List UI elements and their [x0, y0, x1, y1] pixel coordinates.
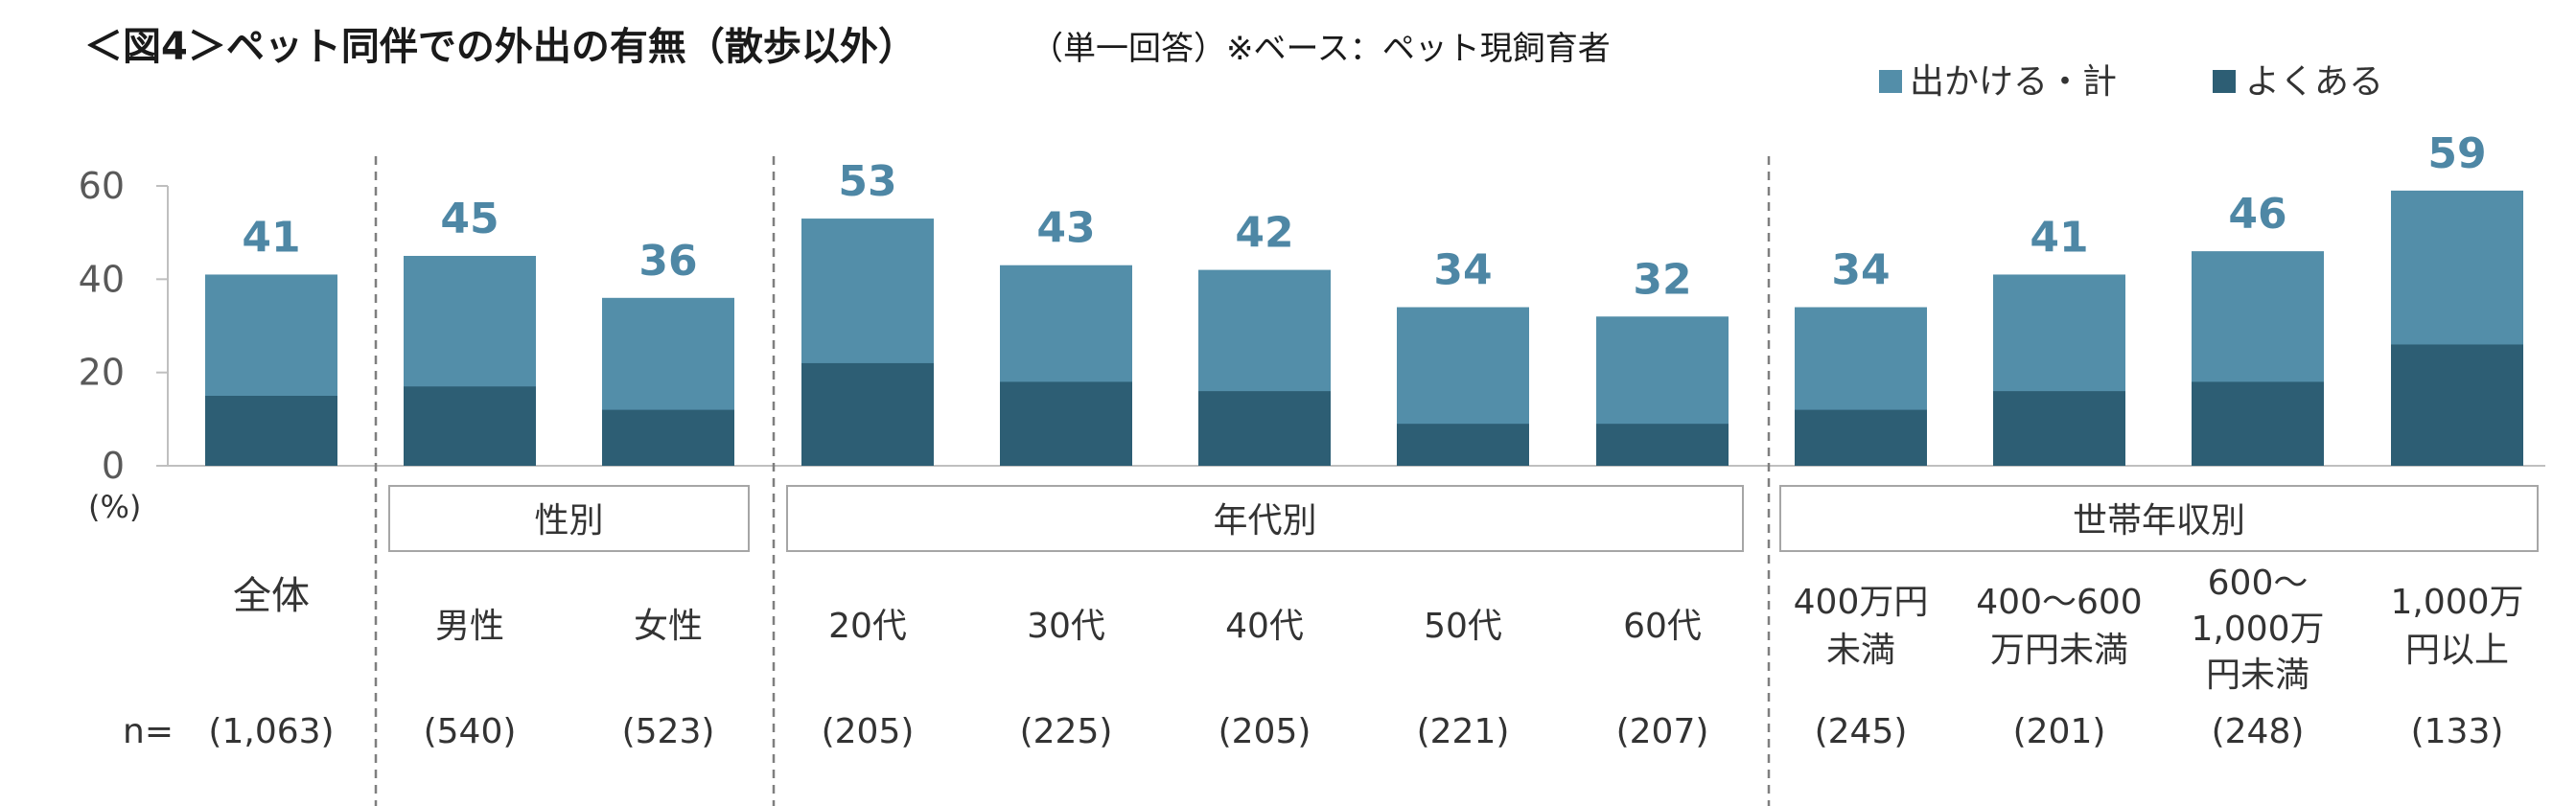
bar-value-label: 41: [242, 213, 300, 262]
category-label: 男性: [435, 607, 504, 646]
group-label: 世帯年収別: [2073, 501, 2245, 541]
bar-value-label: 32: [1633, 255, 1691, 304]
n-count-label: (205): [822, 712, 915, 751]
bar-often: [1198, 391, 1331, 466]
bar-often: [1993, 391, 2125, 466]
n-count-label: (523): [622, 712, 715, 751]
group-box: [786, 485, 1744, 552]
bar-often: [602, 409, 734, 466]
n-count-label: (201): [2013, 712, 2106, 751]
n-count-label: (245): [1815, 712, 1908, 751]
bar-value-label: 53: [838, 157, 896, 206]
bar-value-label: 42: [1235, 209, 1293, 258]
category-label: 400～600 万円未満: [1976, 583, 2142, 670]
category-label: 400万円未満: [1794, 583, 1929, 670]
n-count-label: (133): [2411, 712, 2504, 751]
bars: 41 45 36 53 43 42 34 32 34 41 46 59: [205, 129, 2523, 467]
bar-value-label: 45: [440, 195, 499, 243]
legend-label-often: よくある: [2245, 62, 2383, 102]
bar-often: [2391, 344, 2523, 466]
bar-often: [205, 396, 337, 466]
y-tick-label: 60: [79, 165, 125, 207]
legend-swatch-often: [2213, 70, 2236, 93]
bar-value-label: 41: [2030, 213, 2088, 262]
bar-value-label: 36: [638, 237, 697, 286]
category-label: 40代: [1225, 607, 1304, 646]
y-axis-unit: (%): [88, 489, 141, 525]
group-box: [1779, 485, 2539, 552]
group-box: [388, 485, 750, 552]
bar-often: [1596, 424, 1729, 466]
category-label: 30代: [1027, 607, 1105, 646]
y-tick-label: 0: [102, 445, 125, 487]
bar-value-label: 34: [1831, 246, 1890, 295]
category-label: 50代: [1424, 607, 1502, 646]
legend: 出かける・計 よくある: [1879, 62, 2383, 102]
bar-often: [801, 362, 934, 466]
n-count-label: (1,063): [208, 712, 334, 751]
bar-often: [1000, 381, 1132, 466]
bar-often: [1397, 424, 1529, 466]
n-count-label: (205): [1218, 712, 1311, 751]
bar-value-label: 59: [2427, 129, 2486, 178]
y-tick-label: 40: [79, 258, 125, 300]
axes: 0 20 40 60 性別 年代別 世帯年収別: [79, 156, 2545, 806]
bar-often: [2192, 381, 2324, 466]
bar-value-label: 43: [1036, 204, 1095, 253]
y-tick-label: 20: [79, 352, 125, 394]
bar-value-label: 34: [1433, 246, 1492, 295]
category-label: 1,000万円以上: [2390, 583, 2523, 670]
category-label: 20代: [828, 607, 907, 646]
category-label: 60代: [1623, 607, 1702, 646]
bar-often: [1795, 409, 1927, 466]
n-count-label: (207): [1616, 712, 1709, 751]
n-count-label: (540): [424, 712, 517, 751]
n-count-label: (221): [1417, 712, 1510, 751]
bar-often: [404, 386, 536, 466]
chart-subtitle: （単一回答）※ベース：ペット現飼育者: [1031, 30, 1611, 68]
group-label: 年代別: [1213, 501, 1316, 541]
category-label: 女性: [634, 607, 703, 646]
legend-swatch-total: [1879, 70, 1902, 93]
category-label: 全体: [233, 574, 310, 618]
category-labels: 全体 (1,063) 男性 (540) 女性 (523) 20代 (205) 30代 (225) 4…: [208, 564, 2523, 751]
legend-label-total: 出かける・計: [1910, 62, 2117, 102]
chart-title: ＜図4＞ペット同伴での外出の有無（散歩以外）: [84, 25, 917, 69]
n-count-label: (225): [1020, 712, 1113, 751]
n-prefix: n=: [123, 712, 174, 751]
group-label: 性別: [534, 501, 603, 541]
n-count-label: (248): [2212, 712, 2305, 751]
category-label: 600～ 1,000万円未満: [2191, 564, 2324, 695]
bar-value-label: 46: [2228, 190, 2286, 239]
